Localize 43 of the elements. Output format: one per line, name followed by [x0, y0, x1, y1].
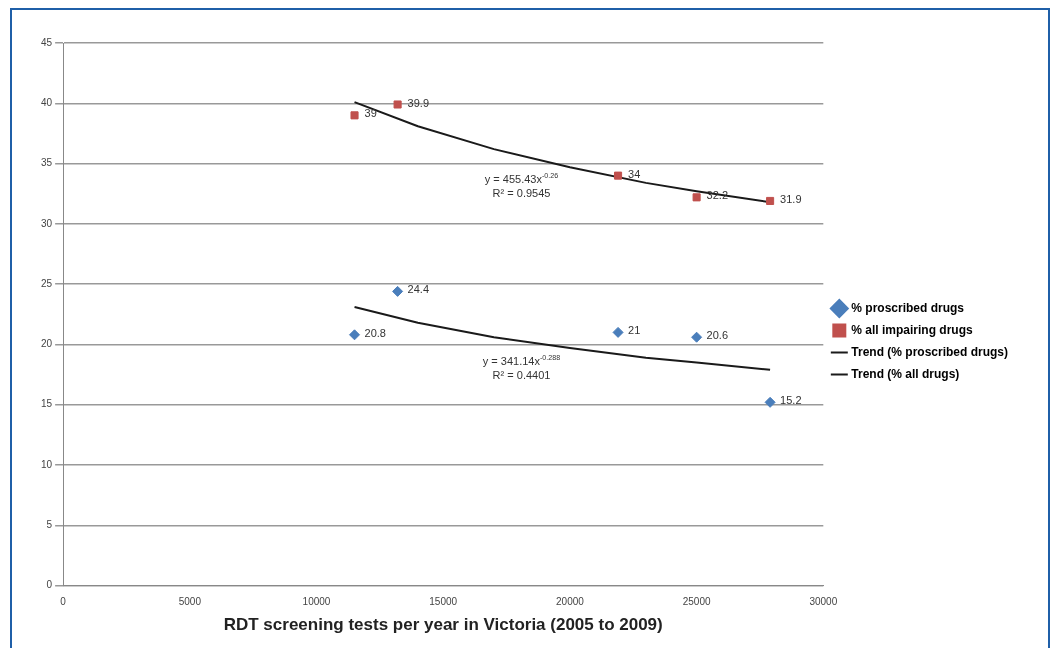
x-axis-title: RDT screening tests per year in Victoria (2005 to 2009) [223, 615, 663, 635]
y-tick-label: 10 [41, 458, 53, 470]
x-tick-label: 20000 [556, 596, 585, 608]
x-tick-label: 25000 [682, 596, 711, 608]
data-label: 24.4 [407, 283, 430, 296]
legend-label: Trend (% all drugs) [851, 366, 960, 381]
annotation: R² = 0.9545 [492, 187, 551, 200]
data-label: 31.9 [780, 192, 802, 205]
y-tick-label: 30 [41, 217, 53, 229]
x-tick-label: 0 [60, 596, 67, 608]
data-label: 34 [628, 167, 641, 180]
point [393, 100, 402, 109]
point [764, 396, 776, 408]
point [691, 331, 703, 343]
annotation: R² = 0.4401 [492, 368, 551, 381]
data-label: 15.2 [780, 394, 802, 407]
legend-label: Trend (% proscribed drugs) [851, 344, 1008, 359]
data-label: 21 [628, 324, 641, 337]
y-tick-label: 20 [41, 338, 53, 350]
x-tick-label: 15000 [429, 596, 458, 608]
y-tick-label: 25 [41, 277, 53, 289]
y-tick-label: 40 [41, 97, 53, 109]
x-tick-label: 10000 [302, 596, 331, 608]
data-label: 20.8 [364, 326, 386, 339]
point [766, 196, 775, 205]
point [614, 171, 623, 180]
point [692, 193, 701, 202]
point [350, 111, 359, 120]
y-tick-label: 35 [41, 157, 53, 169]
data-label: 20.6 [706, 329, 729, 342]
y-tick-label: 0 [46, 579, 53, 591]
point [349, 329, 361, 341]
y-tick-label: 15 [41, 398, 53, 410]
data-label: 39.9 [407, 96, 430, 109]
y-tick-label: 5 [46, 519, 53, 531]
legend-label: % all impairing drugs [851, 322, 973, 337]
legend-label: % proscribed drugs [851, 300, 965, 315]
x-tick-label: 5000 [178, 596, 202, 608]
point [392, 285, 404, 297]
y-tick-label: 45 [41, 36, 53, 48]
data-label: 39 [364, 107, 377, 120]
point [612, 326, 624, 338]
x-tick-label: 30000 [809, 596, 838, 608]
